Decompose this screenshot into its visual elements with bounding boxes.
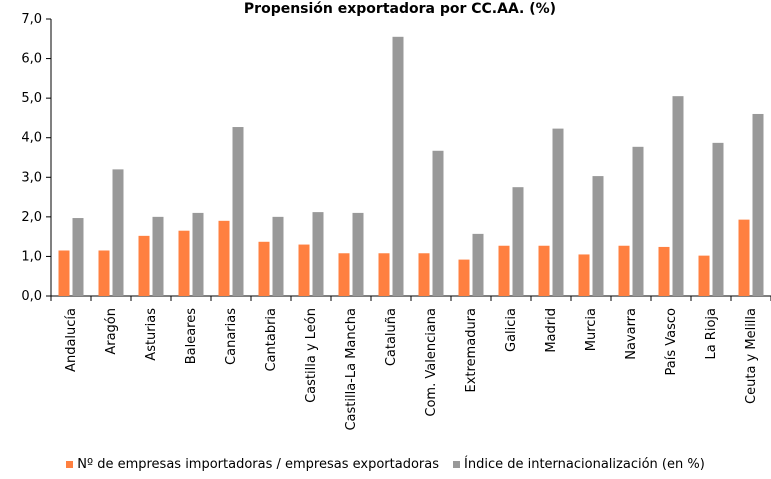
x-tick-label: Com. Valenciana [424,308,439,417]
x-tick-label: País Vasco [664,308,679,376]
bar-internacionalizacion [592,176,604,296]
legend-item-series-2: Índice de internacionalización (en %) [453,456,705,472]
x-tick-label: Aragón [104,308,119,355]
x-tick-label: Navarra [624,308,639,360]
bar-importadoras [298,244,310,296]
bar-importadoras [418,253,430,296]
bar-importadoras [58,250,70,296]
bar-internacionalizacion [672,96,684,297]
bar-internacionalizacion [312,212,324,296]
legend-item-series-1: Nº de empresas importadoras / empresas e… [66,456,439,472]
x-tick-label: Castilla-La Mancha [344,308,359,431]
x-tick-label: Ceuta y Melilla [744,308,759,404]
y-tick-label: 5,0 [21,91,42,106]
x-tick-label: Baleares [184,308,199,365]
bar-importadoras [738,219,750,296]
bar-importadoras [178,230,190,296]
bar-importadoras [498,245,510,296]
x-tick-label: Madrid [544,308,559,353]
bar-importadoras [258,241,270,296]
x-tick-label: Castilla y León [304,308,319,403]
x-tick-label: Cataluña [384,308,399,366]
y-tick-label: 3,0 [21,170,42,185]
bar-importadoras [138,235,150,296]
bar-importadoras [658,246,670,296]
bar-internacionalizacion [712,142,724,296]
legend: Nº de empresas importadoras / empresas e… [0,456,771,472]
bar-importadoras [538,245,550,296]
bar-internacionalizacion [432,150,444,296]
bar-internacionalizacion [752,113,764,296]
bar-internacionalizacion [192,212,204,296]
bar-importadoras [458,259,470,296]
x-tick-label: Extremadura [464,308,479,393]
x-tick-label: Galicia [504,308,519,352]
bar-internacionalizacion [72,218,84,296]
chart-title: Propensión exportadora por CC.AA. (%) [244,1,556,17]
x-tick-label: Asturias [144,308,159,361]
x-tick-label: Andalucía [64,308,79,372]
y-tick-label: 0,0 [21,289,42,304]
bar-importadoras [378,253,390,296]
bar-internacionalizacion [392,36,404,297]
bar-importadoras [98,250,110,296]
bar-internacionalizacion [272,216,284,296]
bar-importadoras [578,254,590,296]
legend-swatch-gray [453,460,461,468]
bar-internacionalizacion [512,187,524,296]
x-tick-label: Cantabria [264,308,279,372]
bar-internacionalizacion [152,216,164,296]
y-tick-label: 7,0 [21,12,42,27]
bars [58,36,764,297]
bar-internacionalizacion [352,212,364,296]
legend-label-series-2: Índice de internacionalización (en %) [464,456,705,472]
bar-internacionalizacion [232,127,244,296]
x-tick-label: Murcia [584,308,599,351]
y-tick-label: 2,0 [21,210,42,225]
legend-label-series-1: Nº de empresas importadoras / empresas e… [77,456,440,472]
x-tick-label: La Rioja [704,308,719,360]
x-tick-label: Canarias [224,308,239,365]
y-tick-label: 4,0 [21,131,42,146]
bar-importadoras [218,220,230,296]
bar-internacionalizacion [632,146,644,296]
bar-importadoras [618,245,630,296]
bar-internacionalizacion [112,169,124,296]
labels: 0,0 1,0 2,0 3,0 4,0 5,0 6,0 7,0 Andalucía Aragón A… [21,12,759,431]
axes [46,18,771,301]
bar-importadoras [698,255,710,296]
bar-internacionalizacion [552,128,564,296]
y-tick-label: 1,0 [21,249,42,264]
legend-swatch-orange [66,460,74,468]
bar-internacionalizacion [472,233,484,296]
y-tick-label: 6,0 [21,52,42,67]
bar-importadoras [338,253,350,296]
